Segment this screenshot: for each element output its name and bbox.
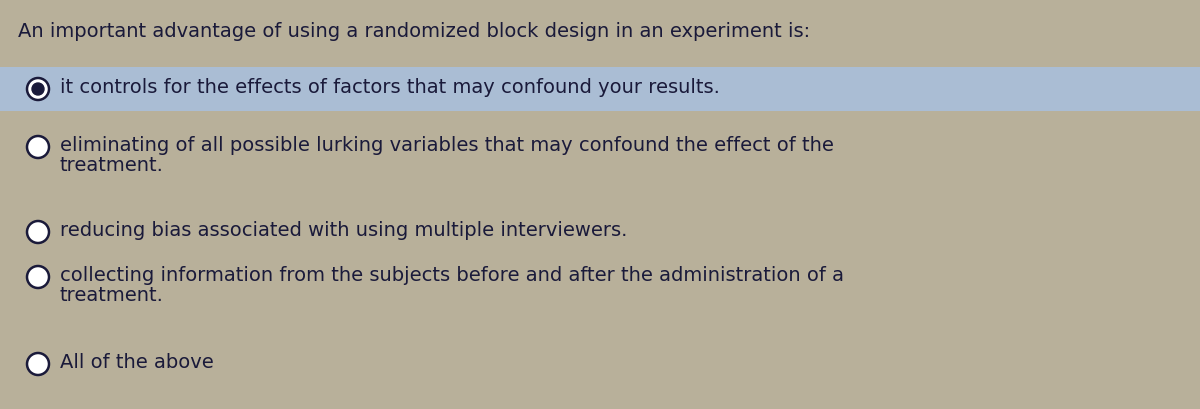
Text: All of the above: All of the above xyxy=(60,352,214,371)
Circle shape xyxy=(28,353,49,375)
Circle shape xyxy=(28,137,49,159)
Text: An important advantage of using a randomized block design in an experiment is:: An important advantage of using a random… xyxy=(18,22,810,41)
Circle shape xyxy=(28,79,49,101)
Circle shape xyxy=(28,221,49,243)
Bar xyxy=(0,68,1200,112)
Circle shape xyxy=(32,84,44,96)
Text: eliminating of all possible lurking variables that may confound the effect of th: eliminating of all possible lurking vari… xyxy=(60,136,834,155)
Text: reducing bias associated with using multiple interviewers.: reducing bias associated with using mult… xyxy=(60,220,628,239)
Text: treatment.: treatment. xyxy=(60,155,164,175)
Text: collecting information from the subjects before and after the administration of : collecting information from the subjects… xyxy=(60,265,844,284)
Circle shape xyxy=(28,266,49,288)
Text: it controls for the effects of factors that may confound your results.: it controls for the effects of factors t… xyxy=(60,78,720,97)
Text: treatment.: treatment. xyxy=(60,285,164,304)
